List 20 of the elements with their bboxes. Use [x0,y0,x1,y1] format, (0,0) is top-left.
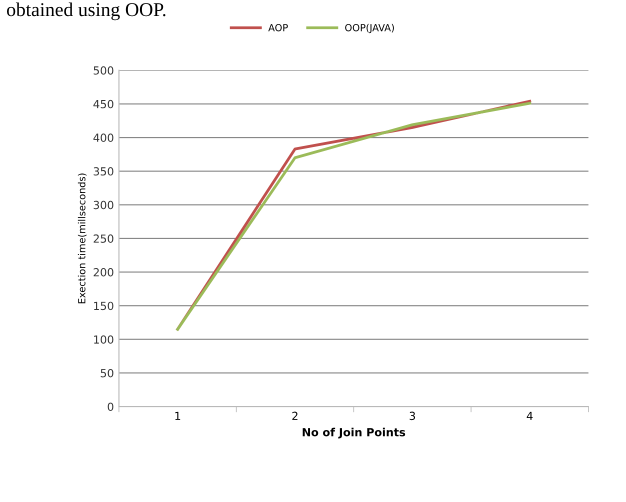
x-tick-label: 1 [175,412,180,420]
y-tick-label: 0 [108,402,114,411]
x-tick-label: 3 [410,412,416,420]
y-tick-label: 200 [94,268,114,276]
y-tick-label: 350 [94,167,114,176]
y-tick-label: 300 [94,200,114,210]
y-tick-label: 100 [94,335,114,344]
legend-label: OOP(JAVA) [345,24,394,34]
y-tick-label: 500 [94,66,114,75]
y-tick-label: 400 [93,134,114,142]
x-axis-title: No of Join Points [302,428,406,438]
y-tick-label: 50 [100,368,114,378]
y-axis-title: Exection time(millseconds) [78,174,87,304]
legend-label: AOP [268,24,288,32]
y-tick-label: 250 [94,234,114,243]
x-tick-label: 4 [526,412,533,420]
y-tick-label: 450 [93,100,114,108]
text: obtained using OOP. [7,2,166,20]
x-tick-label: 2 [292,412,298,420]
y-tick-label: 150 [94,302,114,310]
